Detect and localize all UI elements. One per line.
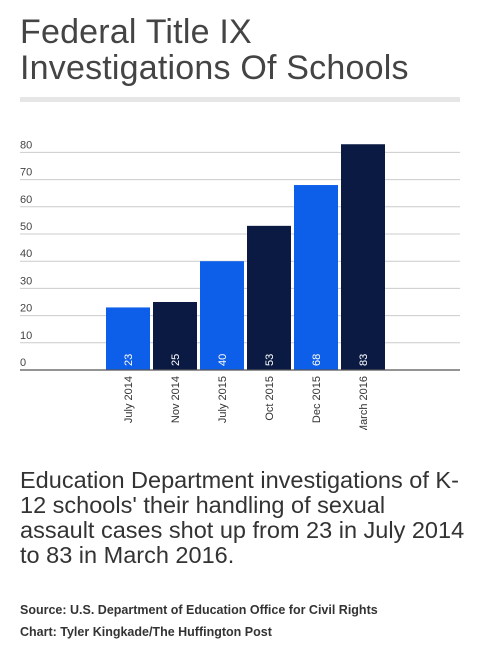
title-divider	[20, 97, 460, 102]
bar	[294, 185, 338, 370]
bar	[341, 144, 385, 370]
x-tick-label: Dec 2015	[311, 376, 323, 423]
bar-chart: 0 10 20 30 40 50 60 70 80 23 25 40 53 68 83 July 2014…	[20, 139, 460, 430]
chart-title: Federal Title IX Investigations Of Schoo…	[20, 14, 460, 86]
bars	[106, 144, 385, 370]
bar-value-label: 68	[311, 354, 323, 366]
y-tick-label: 80	[20, 139, 32, 151]
y-tick-label: 60	[20, 194, 32, 206]
y-tick-label: 0	[20, 357, 26, 369]
bar-value-label: 83	[358, 354, 370, 366]
y-tick-label: 40	[20, 248, 32, 260]
x-tick-label: July 2014	[123, 376, 135, 423]
y-tick-label: 10	[20, 330, 32, 342]
source-note: Source: U.S. Department of Education Off…	[20, 603, 378, 617]
bar-value-label: 40	[217, 354, 229, 366]
x-tick-label: July 2015	[217, 376, 229, 423]
y-tick-label: 30	[20, 275, 32, 287]
chart-title-line-1: Federal Title IX	[20, 13, 252, 51]
credit-note: Chart: Tyler Kingkade/The Huffington Pos…	[20, 625, 272, 639]
bar-value-labels: 23 25 40 53 68 83	[123, 354, 370, 366]
chart-title-line-2: Investigations Of Schools	[20, 49, 409, 87]
bar	[106, 307, 150, 370]
bar-value-label: 53	[264, 354, 276, 366]
bar	[247, 225, 291, 370]
x-tick-label: Oct 2015	[264, 376, 276, 421]
chart-caption: Education Department investigations of K…	[20, 467, 465, 568]
y-tick-label: 20	[20, 303, 32, 315]
bar-value-label: 25	[170, 354, 182, 366]
y-axis-tick-labels: 0 10 20 30 40 50 60 70 80	[20, 139, 32, 369]
y-tick-label: 70	[20, 167, 32, 179]
x-tick-label: March 2016	[358, 376, 370, 430]
bar	[200, 261, 244, 370]
y-tick-label: 50	[20, 221, 32, 233]
x-tick-label: Nov 2014	[170, 376, 182, 423]
bar-value-label: 23	[123, 354, 135, 366]
bar	[153, 302, 197, 370]
x-axis-tick-labels: July 2014 Nov 2014 July 2015 Oct 2015 Dec 20…	[123, 376, 370, 430]
